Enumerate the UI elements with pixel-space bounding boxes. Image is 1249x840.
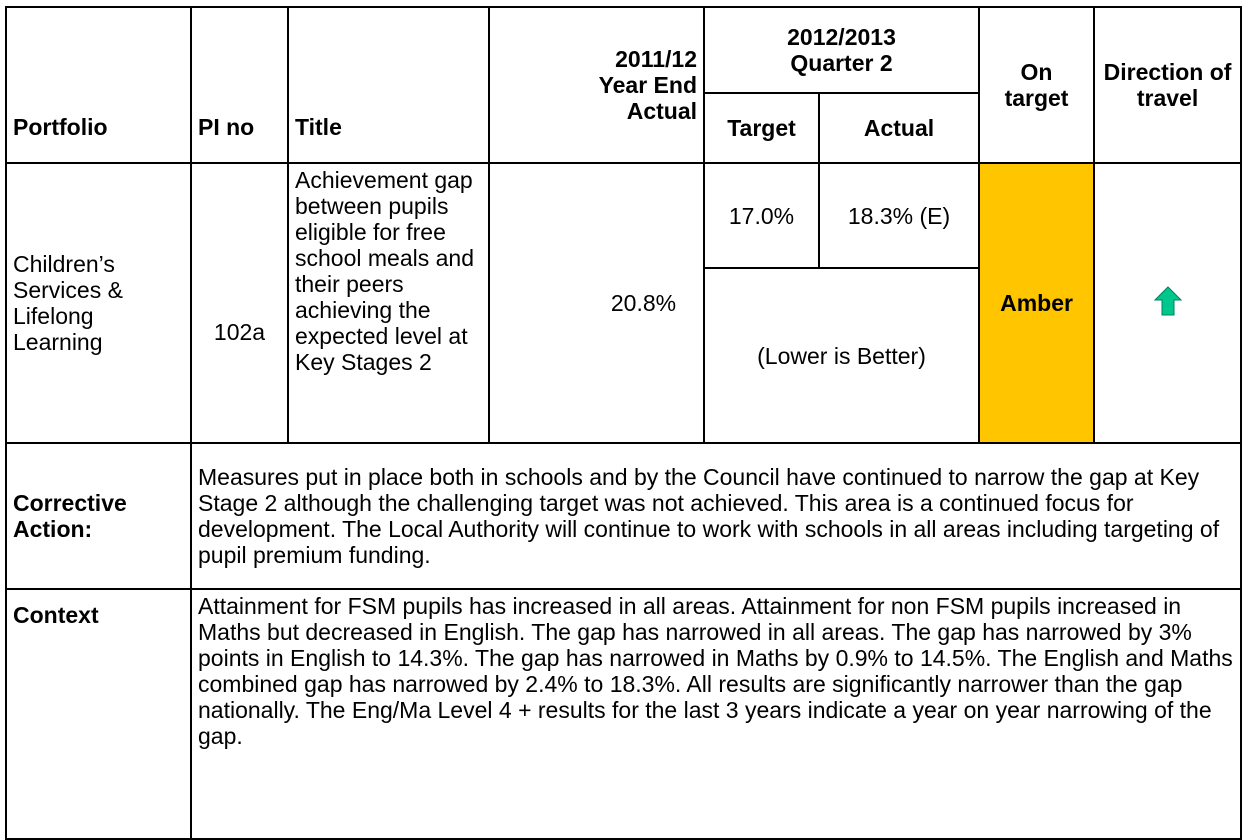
row-title: Achievement gap between pupils eligible … [287,162,490,444]
header-pi-no: PI no [190,6,289,164]
context-text: Attainment for FSM pupils has increased … [189,588,1243,840]
row-direction [1093,162,1243,444]
header-direction: Direction of travel [1093,6,1243,164]
header-target: Target [703,92,820,164]
row-portfolio: Children’s Services & Lifelong Learning [5,162,192,444]
header-title: Title [287,6,490,164]
header-year-end: 2011/12 Year End Actual [488,6,705,164]
corrective-label: Corrective Action: [5,442,192,590]
corrective-text: Measures put in place both in schools an… [189,442,1243,590]
up-arrow [1153,285,1182,315]
row-actual: 18.3% (E) [817,162,981,269]
row-status: Amber [978,162,1096,444]
context-label: Context [5,588,192,840]
header-actual: Actual [817,92,981,164]
header-on-target: On target [978,6,1096,164]
row-year-end: 20.8% [488,162,705,444]
row-note: (Lower is Better) [702,267,981,444]
row-target: 17.0% [703,162,820,269]
header-quarter: 2012/2013 Quarter 2 [702,6,981,94]
row-pi-no: 102a [190,162,289,444]
header-portfolio: Portfolio [5,6,192,164]
pi-table: Portfolio PI no Title 2011/12 Year End A… [5,6,1243,840]
